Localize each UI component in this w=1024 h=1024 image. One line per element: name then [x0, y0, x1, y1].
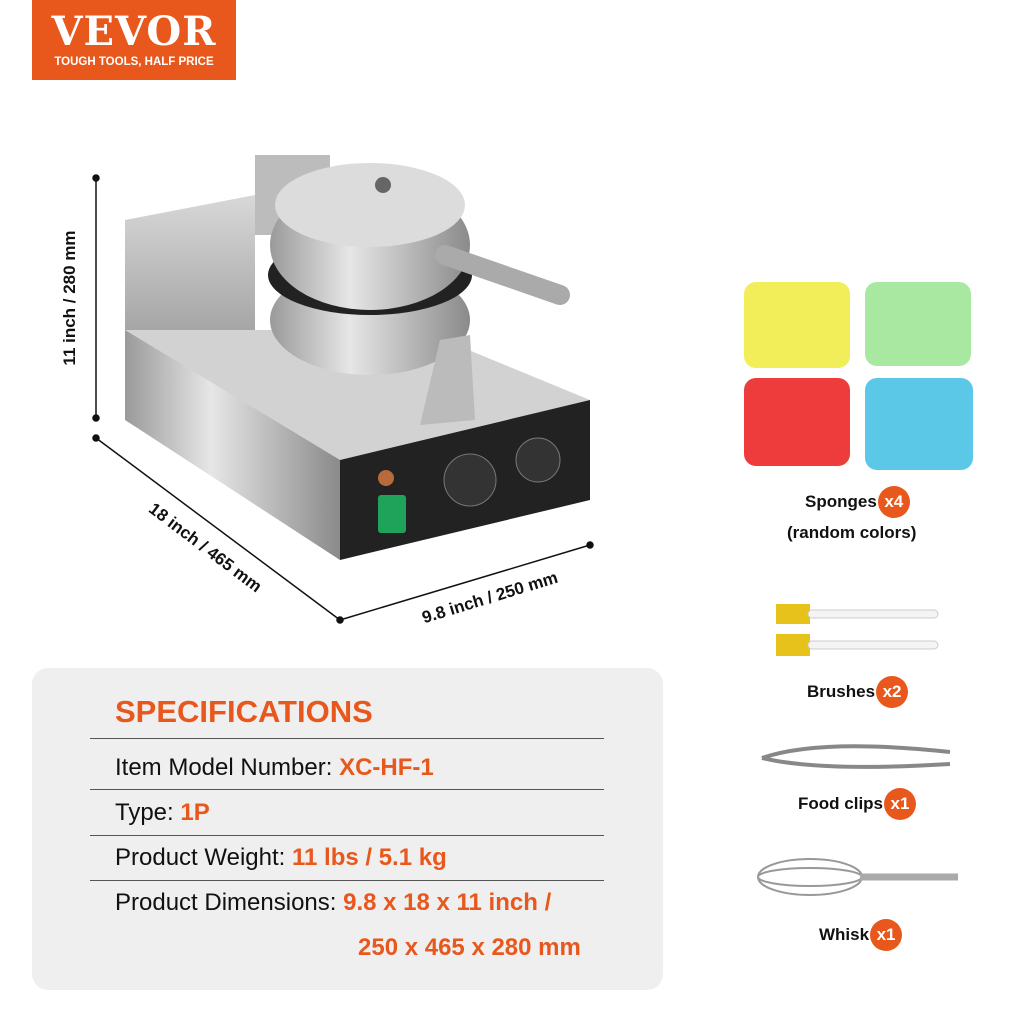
divider [90, 738, 604, 739]
divider [90, 835, 604, 836]
spec-row-dimensions: Product Dimensions: 9.8 x 18 x 11 inch / [115, 889, 552, 916]
dimension-lines [92, 174, 594, 624]
vevor-logo: VEVOR TOUGH TOOLS, HALF PRICE [32, 0, 236, 80]
sponges-note: (random colors) [787, 523, 917, 542]
waffle-maker-image [125, 155, 590, 560]
accessory-brushes-label: Brushes x2 [807, 676, 909, 708]
brand-tagline: TOUGH TOOLS, HALF PRICE [54, 56, 214, 68]
accessory-sponges-label: Sponges x4 [805, 486, 910, 518]
brushes-image [776, 604, 939, 656]
height-dimension-label: 11 inch / 280 mm [60, 230, 79, 366]
whisk-image [757, 858, 958, 896]
specs-title: SPECIFICATIONS [115, 694, 373, 729]
spec-row-weight: Product Weight: 11 lbs / 5.1 kg [115, 844, 447, 871]
divider [90, 880, 604, 881]
divider [90, 789, 604, 790]
brand-name: VEVOR [51, 8, 217, 55]
food-clips-image [761, 744, 951, 769]
spec-row-type: Type: 1P [115, 799, 210, 826]
spec-row-model: Item Model Number: XC-HF-1 [115, 754, 434, 781]
specifications-panel: SPECIFICATIONS Item Model Number: XC-HF-… [32, 668, 663, 990]
sponges-image [744, 282, 973, 470]
accessory-food-clips-label: Food clips x1 [798, 788, 916, 820]
spec-row-dimensions-metric: 250 x 465 x 280 mm [358, 934, 581, 961]
accessory-whisk-label: Whisk x1 [819, 919, 903, 951]
